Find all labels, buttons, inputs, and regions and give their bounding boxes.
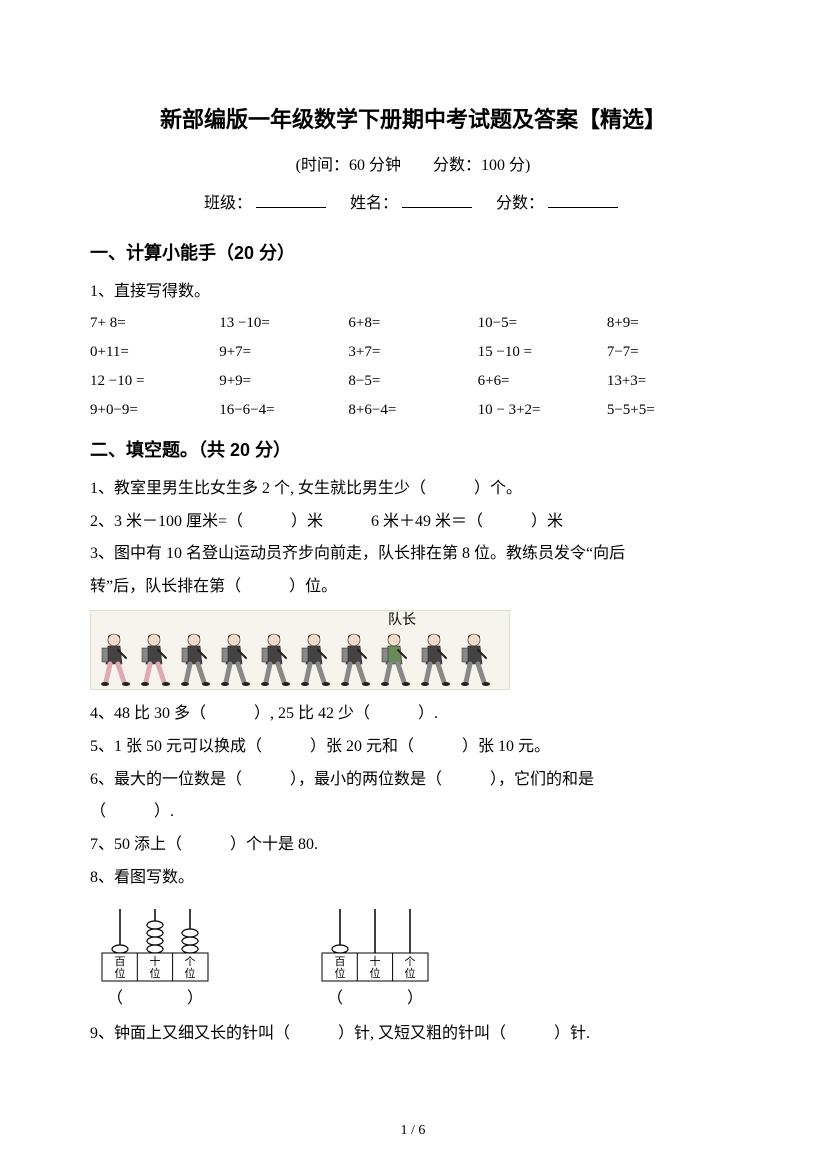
section2-heading: 二、填空题。（共 20 分） bbox=[90, 434, 736, 466]
svg-text:位: 位 bbox=[370, 966, 381, 980]
calc-cell: 10−5= bbox=[478, 310, 607, 337]
class-label: 班级： bbox=[204, 195, 252, 212]
svg-text:位: 位 bbox=[115, 966, 126, 980]
calc-cell: 10 − 3+2= bbox=[478, 397, 607, 424]
s2-q5: 5、1 张 50 元可以换成（ ）张 20 元和（ ）张 10 元。 bbox=[90, 733, 736, 762]
name-label: 姓名： bbox=[350, 195, 398, 212]
calc-cell: 3+7= bbox=[348, 339, 477, 366]
class-blank[interactable] bbox=[256, 207, 326, 208]
abacus-1: 百位十位个位 bbox=[90, 905, 220, 983]
s2-q8: 8、看图写数。 bbox=[90, 864, 736, 893]
calc-grid: 7+ 8= 13 −10= 6+8= 10−5= 8+9= 0+11= 9+7=… bbox=[90, 310, 736, 424]
calc-row: 9+0−9= 16−6−4= 8+6−4= 10 − 3+2= 5−5+5= bbox=[90, 397, 736, 424]
calc-cell: 9+0−9= bbox=[90, 397, 219, 424]
calc-cell: 12 −10 = bbox=[90, 368, 219, 395]
s2-q9: 9、钟面上又细又长的针叫（ ）针, 又短又粗的针叫（ ）针. bbox=[90, 1020, 736, 1049]
calc-cell: 7+ 8= bbox=[90, 310, 219, 337]
page-title: 新部编版一年级数学下册期中考试题及答案【精选】 bbox=[90, 100, 736, 140]
svg-text:十: 十 bbox=[150, 954, 161, 968]
calc-cell: 9+7= bbox=[219, 339, 348, 366]
svg-text:百: 百 bbox=[335, 956, 346, 968]
calc-cell: 6+6= bbox=[478, 368, 607, 395]
score-blank[interactable] bbox=[548, 207, 618, 208]
s2-q6b: （ ）. bbox=[90, 798, 736, 827]
svg-text:位: 位 bbox=[185, 966, 196, 980]
calc-cell: 13+3= bbox=[607, 368, 736, 395]
calc-row: 0+11= 9+7= 3+7= 15 −10 = 7−7= bbox=[90, 339, 736, 366]
calc-cell: 7−7= bbox=[607, 339, 736, 366]
subtitle: (时间：60 分钟 分数：100 分) bbox=[90, 152, 736, 181]
abacus-2: 百位十位个位 bbox=[310, 905, 440, 983]
score-label: 分数： bbox=[496, 195, 544, 212]
s2-q2: 2、3 米－100 厘米=（ ）米 6 米＋49 米＝（ ）米 bbox=[90, 508, 736, 537]
calc-row: 7+ 8= 13 −10= 6+8= 10−5= 8+9= bbox=[90, 310, 736, 337]
climbers-figure: 队长 bbox=[90, 610, 736, 690]
calc-cell: 15 −10 = bbox=[478, 339, 607, 366]
calc-row: 12 −10 = 9+9= 8−5= 6+6= 13+3= bbox=[90, 368, 736, 395]
svg-text:十: 十 bbox=[370, 954, 381, 968]
abacus-row: 百位十位个位 百位十位个位 bbox=[90, 905, 736, 983]
svg-text:位: 位 bbox=[335, 966, 346, 980]
abacus-ans-1[interactable]: （ ） bbox=[90, 985, 220, 1014]
calc-cell: 13 −10= bbox=[219, 310, 348, 337]
svg-text:百: 百 bbox=[115, 956, 126, 968]
s2-q6a: 6、最大的一位数是（ ），最小的两位数是（ ），它们的和是 bbox=[90, 766, 736, 795]
svg-text:位: 位 bbox=[150, 966, 161, 980]
s2-q7: 7、50 添上（ ）个十是 80. bbox=[90, 831, 736, 860]
abacus-answers: （ ） （ ） bbox=[90, 985, 736, 1014]
calc-cell: 16−6−4= bbox=[219, 397, 348, 424]
s2-q3b: 转”后，队长排在第（ ）位。 bbox=[90, 573, 736, 602]
s2-q3a: 3、图中有 10 名登山运动员齐步向前走，队长排在第 8 位。教练员发令“向后 bbox=[90, 540, 736, 569]
calc-cell: 8−5= bbox=[348, 368, 477, 395]
abacus-ans-2[interactable]: （ ） bbox=[310, 985, 440, 1014]
svg-text:位: 位 bbox=[405, 966, 416, 980]
svg-text:个: 个 bbox=[405, 955, 416, 968]
page-number: 1 / 6 bbox=[0, 1118, 826, 1143]
s2-q1: 1、教室里男生比女生多 2 个, 女生就比男生少（ ）个。 bbox=[90, 475, 736, 504]
s2-q4: 4、48 比 30 多（ ）, 25 比 42 少（ ）. bbox=[90, 700, 736, 729]
calc-cell: 8+9= bbox=[607, 310, 736, 337]
calc-cell: 6+8= bbox=[348, 310, 477, 337]
section1-heading: 一、计算小能手（20 分） bbox=[90, 237, 736, 269]
svg-text:个: 个 bbox=[185, 955, 196, 968]
calc-cell: 8+6−4= bbox=[348, 397, 477, 424]
info-line: 班级： 姓名： 分数： bbox=[90, 190, 736, 219]
calc-cell: 9+9= bbox=[219, 368, 348, 395]
calc-cell: 0+11= bbox=[90, 339, 219, 366]
name-blank[interactable] bbox=[402, 207, 472, 208]
svg-text:队长: 队长 bbox=[388, 612, 416, 628]
calc-cell: 5−5+5= bbox=[607, 397, 736, 424]
s1-q1-label: 1、直接写得数。 bbox=[90, 278, 736, 307]
